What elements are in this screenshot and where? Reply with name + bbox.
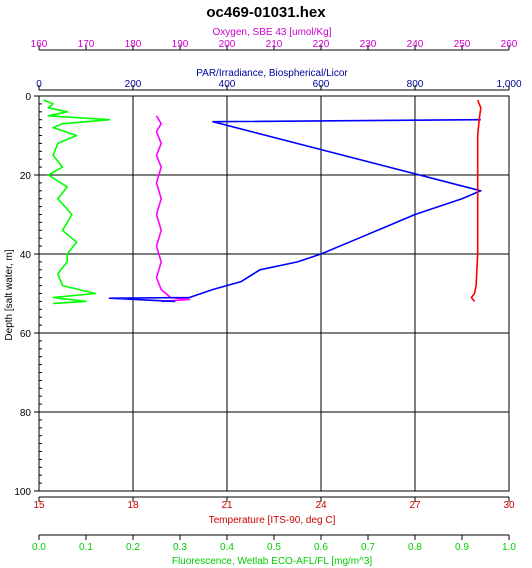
- fluorescence-series-line: [43, 99, 111, 305]
- oxygen-tick-label: 190: [172, 39, 189, 50]
- oxygen-tick-label: 180: [125, 39, 142, 50]
- oxygen-series-line: [155, 115, 191, 303]
- fluorescence-tick-label: 0.9: [455, 542, 469, 553]
- fluorescence-tick-label: 0.4: [220, 542, 234, 553]
- par-tick-label: 200: [125, 79, 142, 90]
- oxygen-tick-label: 200: [219, 39, 236, 50]
- oxygen-tick-label: 160: [31, 39, 48, 50]
- fluorescence-tick-label: 1.0: [502, 542, 516, 553]
- fluorescence-tick-label: 0.2: [126, 542, 140, 553]
- oxygen-tick-label: 240: [407, 39, 424, 50]
- fluorescence-tick-label: 0.6: [314, 542, 328, 553]
- oxygen-tick-label: 250: [454, 39, 471, 50]
- oxygen-tick-label: 260: [501, 39, 518, 50]
- temperature-axis-label: Temperature [ITS-90, deg C]: [209, 515, 336, 526]
- par-tick-label: 400: [219, 79, 236, 90]
- oxygen-axis-label: Oxygen, SBE 43 [umol/Kg]: [213, 27, 332, 38]
- depth-tick-label: 20: [20, 171, 32, 182]
- depth-tick-label: 60: [20, 329, 32, 340]
- oxygen-tick-label: 220: [313, 39, 330, 50]
- depth-tick-label: 0: [25, 92, 31, 103]
- plot-frame: [38, 95, 510, 492]
- temperature-tick-label: 15: [33, 500, 45, 511]
- depth-axis-label: Depth [salt water, m]: [4, 249, 15, 340]
- depth-tick-label: 40: [20, 250, 32, 261]
- fluorescence-tick-label: 0.7: [361, 542, 375, 553]
- depth-tick-label: 100: [14, 487, 31, 498]
- fluorescence-tick-label: 0.3: [173, 542, 187, 553]
- par-tick-label: 1,000: [496, 79, 521, 90]
- chart-title: oc469-01031.hex: [206, 4, 326, 21]
- temperature-tick-label: 18: [127, 500, 139, 511]
- fluorescence-tick-label: 0.5: [267, 542, 281, 553]
- par-axis-label: PAR/Irradiance, Biospherical/Licor: [196, 68, 348, 79]
- par-tick-label: 800: [407, 79, 424, 90]
- par-series-line: [108, 118, 482, 303]
- fluorescence-tick-label: 0.1: [79, 542, 93, 553]
- oxygen-tick-label: 210: [266, 39, 283, 50]
- temperature-tick-label: 27: [409, 500, 421, 511]
- temperature-tick-label: 21: [221, 500, 233, 511]
- depth-tick-label: 80: [20, 408, 32, 419]
- fluorescence-tick-label: 0.0: [32, 542, 46, 553]
- fluorescence-tick-label: 0.8: [408, 542, 422, 553]
- oxygen-tick-label: 230: [360, 39, 377, 50]
- oxygen-tick-label: 170: [78, 39, 95, 50]
- par-tick-label: 0: [36, 79, 42, 90]
- fluorescence-axis-label: Fluorescence, Wetlab ECO-AFL/FL [mg/m^3]: [172, 556, 373, 567]
- par-tick-label: 600: [313, 79, 330, 90]
- temperature-series-line: [470, 99, 482, 302]
- temperature-tick-label: 24: [315, 500, 327, 511]
- temperature-tick-label: 30: [503, 500, 515, 511]
